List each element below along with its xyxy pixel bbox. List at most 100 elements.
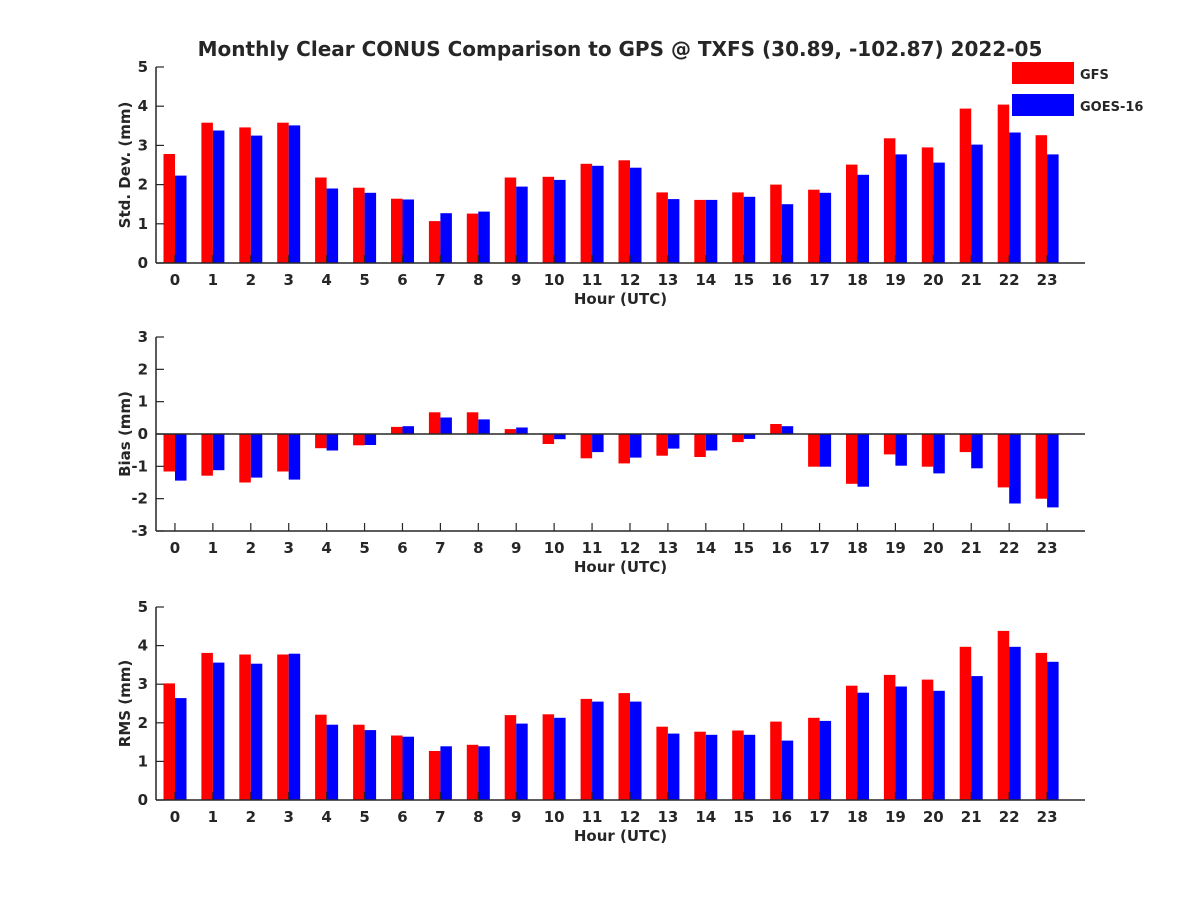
std-dev-x-tick-label: 20 xyxy=(923,271,944,289)
std-dev-bar-goes16-22 xyxy=(1009,132,1021,263)
rms-bar-gfs-8 xyxy=(466,744,479,800)
bias-bar-goes16-15 xyxy=(743,434,756,439)
bias-x-tick-label: 6 xyxy=(397,539,407,557)
rms-bar-gfs-9 xyxy=(504,715,517,800)
rms-bar-goes16-15 xyxy=(743,734,756,800)
rms-bar-goes16-5 xyxy=(364,730,377,800)
rms-bar-goes16-4 xyxy=(326,724,339,800)
std-dev-x-tick-label: 11 xyxy=(582,271,603,289)
bias-x-tick-label: 9 xyxy=(511,539,521,557)
bias-bar-gfs-3 xyxy=(277,434,289,472)
std-dev-bar-gfs-3 xyxy=(277,122,289,263)
std-dev-bar-goes16-6 xyxy=(402,199,414,263)
bias-x-tick-label: 0 xyxy=(170,539,180,557)
std-dev-x-tick-label: 10 xyxy=(544,271,565,289)
bias-bar-goes16-3 xyxy=(288,434,301,480)
std-dev-x-tick-label: 1 xyxy=(208,271,218,289)
bias-bar-goes16-4 xyxy=(326,434,339,451)
bias-x-tick-label: 15 xyxy=(733,539,754,557)
rms-x-tick-label: 7 xyxy=(435,808,445,826)
std-dev-bar-gfs-10 xyxy=(542,176,555,263)
bias-x-tick-label: 19 xyxy=(885,539,906,557)
rms-bar-goes16-7 xyxy=(440,746,452,800)
rms-bar-gfs-7 xyxy=(428,751,441,800)
bias-bar-gfs-11 xyxy=(580,434,593,459)
std-dev-bar-gfs-23 xyxy=(1035,135,1048,263)
rms-bar-gfs-6 xyxy=(391,735,403,800)
rms-bar-gfs-17 xyxy=(808,717,820,800)
std-dev-bar-goes16-13 xyxy=(667,199,680,263)
bias-bar-goes16-20 xyxy=(933,434,945,474)
rms-x-tick-label: 17 xyxy=(809,808,830,826)
legend-label-gfs: GFS xyxy=(1080,68,1109,83)
bias-y-axis-label: Bias (mm) xyxy=(116,391,134,477)
std-dev-bar-gfs-5 xyxy=(353,187,365,263)
std-dev-bar-gfs-12 xyxy=(618,160,630,263)
bias-bar-gfs-2 xyxy=(239,434,251,483)
std-dev-bar-goes16-1 xyxy=(212,130,225,263)
bias-bar-goes16-13 xyxy=(667,434,680,449)
std-dev-bar-gfs-21 xyxy=(959,108,972,263)
std-dev-x-tick-label: 7 xyxy=(435,271,445,289)
bias-bar-gfs-7 xyxy=(428,412,441,434)
std-dev-bar-goes16-15 xyxy=(743,196,756,263)
std-dev-x-tick-label: 23 xyxy=(1037,271,1058,289)
rms-bar-goes16-17 xyxy=(819,720,832,800)
std-dev-x-tick-label: 17 xyxy=(809,271,830,289)
rms-x-tick-label: 23 xyxy=(1037,808,1058,826)
rms-bar-gfs-5 xyxy=(353,724,365,800)
std-dev-bar-gfs-18 xyxy=(846,164,858,263)
bias-x-tick-label: 5 xyxy=(359,539,369,557)
bias-bar-goes16-16 xyxy=(781,426,794,434)
bias-x-tick-label: 8 xyxy=(473,539,483,557)
rms-bar-gfs-14 xyxy=(694,731,706,800)
rms-x-tick-label: 13 xyxy=(657,808,678,826)
std-dev-bar-gfs-6 xyxy=(391,198,403,263)
bias-bar-goes16-0 xyxy=(175,434,187,481)
rms-bar-gfs-1 xyxy=(201,652,213,800)
bias-bar-gfs-0 xyxy=(163,434,175,472)
bias-x-tick-label: 21 xyxy=(961,539,982,557)
std-dev-bar-gfs-19 xyxy=(883,138,896,263)
rms-bar-gfs-10 xyxy=(542,714,555,800)
rms-bar-gfs-21 xyxy=(959,646,972,800)
rms-bar-gfs-20 xyxy=(921,679,934,800)
std-dev-bar-goes16-3 xyxy=(288,125,301,264)
bias-x-tick-label: 20 xyxy=(923,539,944,557)
rms-bar-gfs-11 xyxy=(580,698,593,800)
rms-bar-goes16-1 xyxy=(212,662,225,800)
rms-bar-gfs-19 xyxy=(883,674,896,800)
rms-x-tick-label: 1 xyxy=(208,808,218,826)
rms-y-tick-label: 3 xyxy=(138,675,148,693)
rms-bar-goes16-23 xyxy=(1047,661,1059,800)
bias-bar-gfs-1 xyxy=(201,434,213,476)
rms-bar-goes16-20 xyxy=(933,690,945,800)
bias-x-tick-label: 11 xyxy=(582,539,603,557)
bias-bar-gfs-16 xyxy=(770,424,782,434)
std-dev-bar-gfs-7 xyxy=(428,221,441,263)
rms-x-tick-label: 6 xyxy=(397,808,407,826)
rms-y-tick-label: 5 xyxy=(138,598,148,616)
rms-bar-gfs-3 xyxy=(277,654,289,800)
bias-bar-goes16-12 xyxy=(630,434,642,458)
rms-bar-goes16-3 xyxy=(288,653,301,800)
bias-bar-gfs-17 xyxy=(808,434,820,467)
bias-bar-gfs-5 xyxy=(353,434,365,446)
std-dev-bar-goes16-8 xyxy=(478,211,490,263)
rms-x-tick-label: 10 xyxy=(544,808,565,826)
std-dev-bar-goes16-0 xyxy=(175,175,187,263)
std-dev-bar-goes16-10 xyxy=(554,179,566,263)
std-dev-bar-goes16-16 xyxy=(781,204,794,263)
bias-bar-gfs-18 xyxy=(846,434,858,484)
std-dev-y-tick-label: 0 xyxy=(138,254,148,272)
rms-bar-goes16-16 xyxy=(781,740,794,800)
std-dev-bar-gfs-22 xyxy=(997,104,1010,263)
rms-y-tick-label: 2 xyxy=(138,714,148,732)
rms-y-tick-label: 4 xyxy=(138,637,148,655)
std-dev-y-tick-label: 3 xyxy=(138,136,148,154)
rms-x-tick-label: 0 xyxy=(170,808,180,826)
bias-y-tick-label: 0 xyxy=(138,425,148,443)
